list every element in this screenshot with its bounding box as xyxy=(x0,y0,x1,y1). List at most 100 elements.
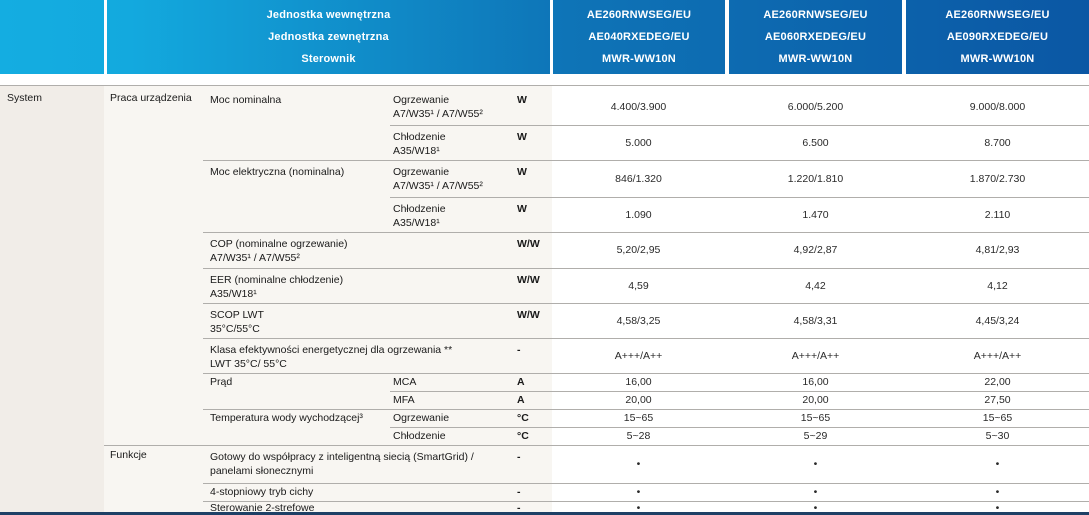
value-cell: 5~29 xyxy=(803,430,828,442)
param-sub-label: Chłodzenie A35/W18¹ xyxy=(393,131,446,157)
table-row: Chłodzenie A35/W18¹ W 1.090 1.470 2.110 xyxy=(0,197,1089,232)
value-cell: 1.090 xyxy=(625,208,652,221)
row-divider xyxy=(390,391,1089,392)
header-indoor-unit-label: Jednostka wewnętrzna xyxy=(266,9,391,21)
value-cell: • xyxy=(636,486,641,498)
header-model-column-2: AE260RNWSEG/EU AE060RXEDEG/EU MWR-WW10N xyxy=(729,0,902,74)
param-label: Gotowy do współpracy z inteligentną siec… xyxy=(210,451,474,477)
value-cell: 15~65 xyxy=(623,412,654,424)
header-model-column-1: AE260RNWSEG/EU AE040RXEDEG/EU MWR-WW10N xyxy=(553,0,725,74)
value-cell: 16,00 xyxy=(802,376,829,388)
model-outdoor: AE040RXEDEG/EU xyxy=(588,31,690,43)
param-label: Sterowanie 2-strefowe xyxy=(210,501,315,514)
model-outdoor: AE060RXEDEG/EU xyxy=(764,31,867,43)
value-cell: A+++/A++ xyxy=(973,349,1022,362)
header-controller-label: Sterownik xyxy=(301,53,356,65)
row-divider xyxy=(0,85,1089,86)
system-column-background xyxy=(0,86,104,512)
row-divider xyxy=(390,197,1089,198)
section-label-funkcje: Funkcje xyxy=(110,449,147,461)
section-divider xyxy=(104,445,1089,446)
param-label: 4-stopniowy tryb cichy xyxy=(210,486,314,498)
section-label-system: System xyxy=(7,92,43,104)
value-cell: 2.110 xyxy=(984,208,1011,221)
param-label: Klasa efektywności energetycznej dla ogr… xyxy=(210,344,453,370)
value-cell: 5.000 xyxy=(625,136,652,149)
param-sub-label: Chłodzenie xyxy=(393,430,446,442)
header-outdoor-unit-label: Jednostka zewnętrzna xyxy=(268,31,389,43)
value-cell: 15~65 xyxy=(982,412,1013,424)
model-indoor: AE260RNWSEG/EU xyxy=(945,9,1050,21)
value-cell: 15~65 xyxy=(800,412,831,424)
row-divider xyxy=(203,160,1089,161)
unit-label: - xyxy=(517,486,521,498)
param-label: EER (nominalne chłodzenie) A35/W18¹ xyxy=(210,274,344,300)
header-model-column-3: AE260RNWSEG/EU AE090RXEDEG/EU MWR-WW10N xyxy=(906,0,1089,74)
label-area-background xyxy=(104,86,552,512)
table-row: Moc elektryczna (nominalna) Ogrzewanie A… xyxy=(0,160,1089,197)
value-cell: 4,81/2,93 xyxy=(975,244,1020,256)
value-cell: A+++/A++ xyxy=(791,349,840,362)
unit-label: - xyxy=(517,344,521,356)
model-controller: MWR-WW10N xyxy=(960,53,1035,65)
param-label: Moc nominalna xyxy=(210,94,282,106)
section-label-praca-urzadzenia: Praca urządzenia xyxy=(110,92,192,104)
value-cell: • xyxy=(813,486,818,498)
row-divider xyxy=(203,409,1089,410)
unit-label: - xyxy=(517,451,521,463)
table-row: Sterowanie 2-strefowe - • • • xyxy=(0,501,1089,514)
row-divider xyxy=(390,427,1089,428)
value-cell: 9.000/8.000 xyxy=(969,100,1026,113)
row-divider xyxy=(203,232,1089,233)
model-indoor: AE260RNWSEG/EU xyxy=(586,9,692,21)
unit-label: W/W xyxy=(517,238,540,250)
value-cell: 8.700 xyxy=(984,136,1011,149)
unit-label: - xyxy=(517,501,521,514)
header-separator xyxy=(550,0,553,74)
value-cell: 27,50 xyxy=(984,394,1011,406)
unit-label: W/W xyxy=(517,309,540,321)
param-label: Prąd xyxy=(210,376,233,388)
param-sub-label: MCA xyxy=(393,376,417,388)
header-unit-labels: Jednostka wewnętrzna Jednostka zewnętrzn… xyxy=(107,0,550,74)
model-controller: MWR-WW10N xyxy=(602,53,676,65)
header-gradient-band xyxy=(0,0,1089,74)
unit-label: W xyxy=(517,166,527,178)
value-cell: 5~28 xyxy=(626,430,651,442)
param-label: COP (nominalne ogrzewanie) A7/W35¹ / A7/… xyxy=(210,238,348,264)
row-divider xyxy=(203,338,1089,339)
value-cell: 4,45/3,24 xyxy=(975,314,1020,327)
header-separator xyxy=(902,0,906,74)
value-cell: • xyxy=(813,501,818,514)
row-divider xyxy=(203,483,1089,484)
table-row: Klasa efektywności energetycznej dla ogr… xyxy=(0,338,1089,373)
value-cell: 846/1.320 xyxy=(615,172,662,185)
table-row: MFA A 20,00 20,00 27,50 xyxy=(0,391,1089,409)
model-controller: MWR-WW10N xyxy=(778,53,853,65)
table-row: Chłodzenie °C 5~28 5~29 5~30 xyxy=(0,427,1089,445)
header-separator xyxy=(725,0,729,74)
row-divider xyxy=(390,125,1089,126)
table-row: Chłodzenie A35/W18¹ W 5.000 6.500 8.700 xyxy=(0,125,1089,160)
model-outdoor: AE090RXEDEG/EU xyxy=(946,31,1049,43)
value-cell: • xyxy=(636,458,641,470)
value-cell: 4.400/3.900 xyxy=(610,100,667,113)
value-cell: A+++/A++ xyxy=(614,349,663,362)
param-label: Temperatura wody wychodzącej³ xyxy=(210,412,363,424)
value-cell: • xyxy=(995,458,1000,470)
value-cell: 4,59 xyxy=(628,279,649,292)
value-cell: 6.500 xyxy=(802,136,829,149)
table-row: Temperatura wody wychodzącej³ Ogrzewanie… xyxy=(0,409,1089,427)
value-cell: 4,58/3,25 xyxy=(616,314,661,327)
header-separator xyxy=(104,0,107,74)
row-divider xyxy=(203,373,1089,374)
param-sub-label: Ogrzewanie A7/W35¹ / A7/W55² xyxy=(393,166,483,192)
value-cell: 22,00 xyxy=(984,376,1011,388)
table-row: Prąd MCA A 16,00 16,00 22,00 xyxy=(0,373,1089,391)
value-cell: 16,00 xyxy=(625,376,652,388)
table-row: Moc nominalna Ogrzewanie A7/W35¹ / A7/W5… xyxy=(0,88,1089,125)
value-cell: 4,12 xyxy=(987,279,1008,292)
value-cell: • xyxy=(995,501,1000,514)
value-cell: 1.870/2.730 xyxy=(969,172,1026,185)
unit-label: W xyxy=(517,131,527,143)
